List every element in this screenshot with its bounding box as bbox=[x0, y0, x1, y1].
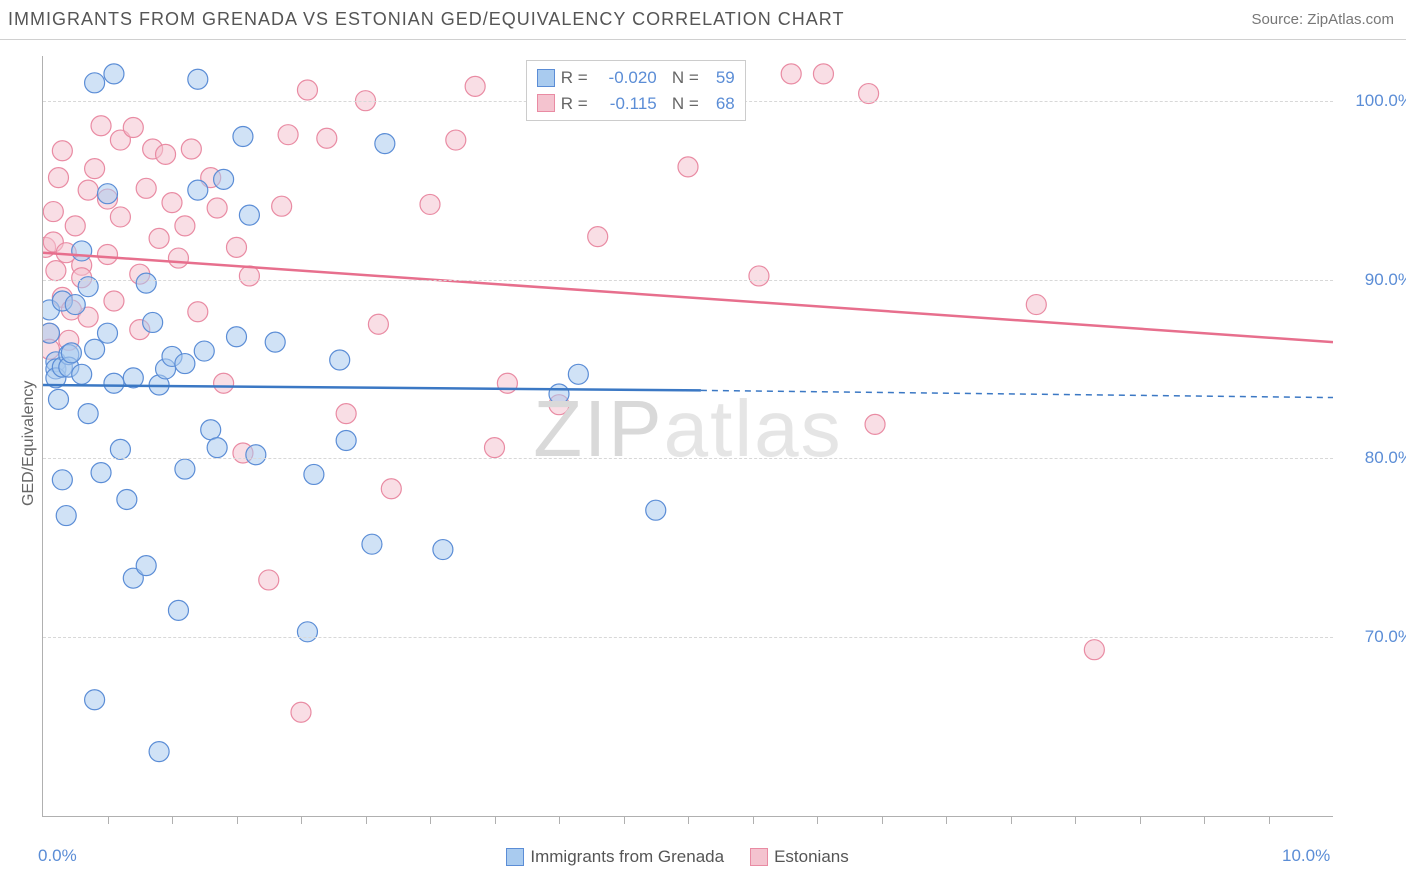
title-bar: IMMIGRANTS FROM GRENADA VS ESTONIAN GED/… bbox=[0, 0, 1406, 40]
r-label: R = bbox=[561, 65, 589, 91]
scatter-svg bbox=[43, 56, 1333, 816]
n-label: N = bbox=[663, 91, 699, 117]
stats-legend-row: R = -0.115 N = 68 bbox=[537, 91, 735, 117]
legend-entry: Estonians bbox=[750, 844, 849, 870]
n-value-0: 59 bbox=[705, 65, 735, 91]
chart-title: IMMIGRANTS FROM GRENADA VS ESTONIAN GED/… bbox=[8, 9, 844, 30]
swatch-series-0 bbox=[537, 69, 555, 87]
stats-legend-row: R = -0.020 N = 59 bbox=[537, 65, 735, 91]
chart-container: IMMIGRANTS FROM GRENADA VS ESTONIAN GED/… bbox=[0, 0, 1406, 892]
legend-entry: Immigrants from Grenada bbox=[506, 844, 724, 870]
r-value-0: -0.020 bbox=[595, 65, 657, 91]
y-axis-tick-label: 70.0% bbox=[1343, 627, 1406, 647]
swatch-series-1 bbox=[750, 848, 768, 866]
r-value-1: -0.115 bbox=[595, 91, 657, 117]
y-axis-tick-label: 90.0% bbox=[1343, 270, 1406, 290]
y-axis-label: GED/Equivalency bbox=[20, 381, 38, 506]
r-label: R = bbox=[561, 91, 589, 117]
x-axis-tick-label: 10.0% bbox=[1282, 846, 1330, 866]
series-name-1: Estonians bbox=[774, 844, 849, 870]
y-axis-tick-label: 80.0% bbox=[1343, 448, 1406, 468]
stats-legend: R = -0.020 N = 59 R = -0.115 N = 68 bbox=[526, 60, 746, 121]
x-axis-tick-label: 0.0% bbox=[38, 846, 77, 866]
n-label: N = bbox=[663, 65, 699, 91]
series-name-0: Immigrants from Grenada bbox=[530, 844, 724, 870]
series-legend: Immigrants from Grenada Estonians bbox=[506, 844, 848, 870]
y-axis-tick-label: 100.0% bbox=[1343, 91, 1406, 111]
swatch-series-0 bbox=[506, 848, 524, 866]
plot-area: ZIPatlas 70.0%80.0%90.0%100.0% bbox=[42, 56, 1333, 817]
source-label: Source: ZipAtlas.com bbox=[1251, 11, 1394, 28]
n-value-1: 68 bbox=[705, 91, 735, 117]
swatch-series-1 bbox=[537, 94, 555, 112]
